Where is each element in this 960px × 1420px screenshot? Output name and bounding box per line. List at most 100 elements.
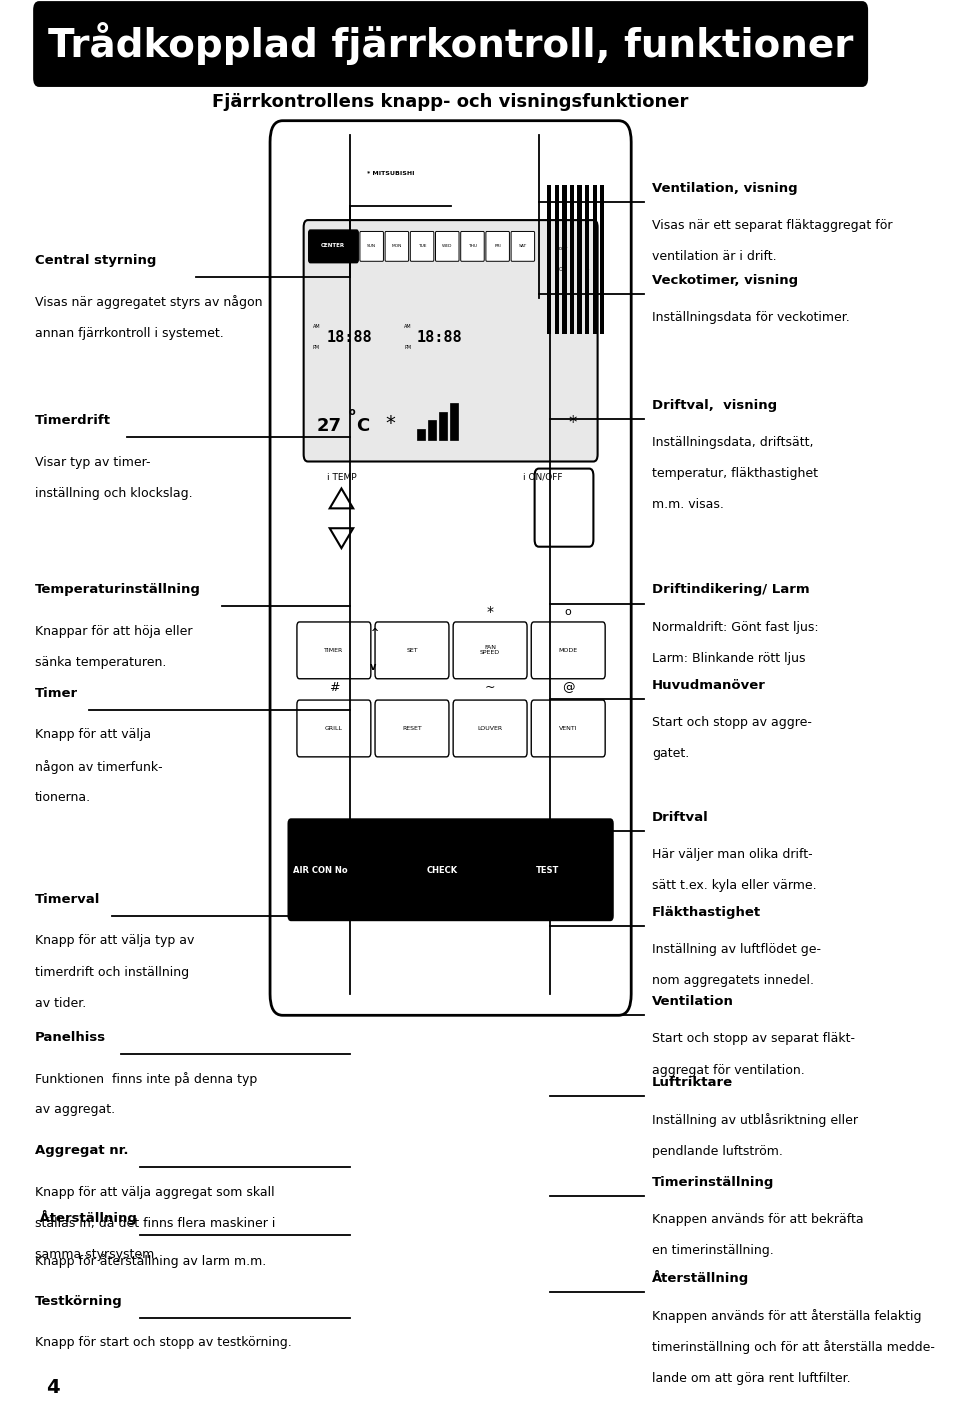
Text: Funktionen  finns inte på denna typ: Funktionen finns inte på denna typ xyxy=(35,1072,257,1086)
Text: samma styrsystem.: samma styrsystem. xyxy=(35,1248,158,1261)
FancyBboxPatch shape xyxy=(453,622,527,679)
Text: aggregat för ventilation.: aggregat för ventilation. xyxy=(652,1064,804,1076)
Text: Timer: Timer xyxy=(35,687,78,700)
Text: gatet.: gatet. xyxy=(652,747,689,760)
Text: Testkörning: Testkörning xyxy=(35,1295,123,1308)
Text: v: v xyxy=(370,662,376,673)
Text: #: # xyxy=(328,680,339,694)
FancyBboxPatch shape xyxy=(511,231,535,261)
Text: LOUVER: LOUVER xyxy=(477,726,503,731)
Text: timerdrift och inställning: timerdrift och inställning xyxy=(35,966,189,978)
Polygon shape xyxy=(329,488,353,508)
Text: ventilation är i drift.: ventilation är i drift. xyxy=(652,250,777,263)
Text: CENTER: CENTER xyxy=(321,243,345,248)
Bar xyxy=(428,420,437,440)
Text: ställas in, då det finns flera maskiner i: ställas in, då det finns flera maskiner … xyxy=(35,1217,276,1230)
FancyBboxPatch shape xyxy=(375,700,449,757)
Text: Temperaturinställning: Temperaturinställning xyxy=(35,584,201,596)
Text: i ON/OFF: i ON/OFF xyxy=(523,473,563,481)
Text: Panelhiss: Panelhiss xyxy=(35,1031,106,1044)
Text: o: o xyxy=(564,606,571,618)
Text: Inställning av luftflödet ge-: Inställning av luftflödet ge- xyxy=(652,943,821,956)
Text: TUE: TUE xyxy=(418,244,426,247)
FancyBboxPatch shape xyxy=(297,622,371,679)
Text: Central styrning: Central styrning xyxy=(35,254,156,267)
Text: RESET: RESET xyxy=(402,726,421,731)
Text: Timerval: Timerval xyxy=(35,893,100,906)
Text: Knappar för att höja eller: Knappar för att höja eller xyxy=(35,625,192,638)
Text: Knappen används för att bekräfta: Knappen används för att bekräfta xyxy=(652,1213,864,1225)
Text: Knapp för start och stopp av testkörning.: Knapp för start och stopp av testkörning… xyxy=(35,1336,292,1349)
Bar xyxy=(570,185,574,334)
Text: sänka temperaturen.: sänka temperaturen. xyxy=(35,656,166,669)
Text: AM: AM xyxy=(313,324,321,329)
Text: Timerinställning: Timerinställning xyxy=(652,1176,775,1189)
Text: nom aggregatets innedel.: nom aggregatets innedel. xyxy=(652,974,814,987)
Text: temperatur, fläkthastighet: temperatur, fläkthastighet xyxy=(652,467,818,480)
Bar xyxy=(585,185,589,334)
FancyBboxPatch shape xyxy=(453,700,527,757)
Text: Huvudmanöver: Huvudmanöver xyxy=(652,679,766,692)
Text: Start och stopp av separat fläkt-: Start och stopp av separat fläkt- xyxy=(652,1032,855,1045)
Text: SUN: SUN xyxy=(367,244,376,247)
Text: PM: PM xyxy=(404,345,412,351)
Bar xyxy=(555,185,559,334)
FancyBboxPatch shape xyxy=(461,231,484,261)
Text: Driftval,  visning: Driftval, visning xyxy=(652,399,778,412)
Text: inställning och klockslag.: inställning och klockslag. xyxy=(35,487,193,500)
Bar xyxy=(547,185,551,334)
FancyBboxPatch shape xyxy=(531,622,605,679)
Text: 18:88: 18:88 xyxy=(326,331,372,345)
Text: Återställning: Återställning xyxy=(35,1210,136,1225)
Text: 27: 27 xyxy=(316,417,341,435)
Bar xyxy=(578,185,582,334)
FancyBboxPatch shape xyxy=(535,469,593,547)
Text: *: * xyxy=(568,415,577,432)
Text: Visas när aggregatet styrs av någon: Visas när aggregatet styrs av någon xyxy=(35,295,262,310)
Text: MON: MON xyxy=(392,244,402,247)
Text: Här väljer man olika drift-: Här väljer man olika drift- xyxy=(652,848,813,861)
Text: av aggregat.: av aggregat. xyxy=(35,1103,115,1116)
Text: Knapp för att välja typ av: Knapp för att välja typ av xyxy=(35,934,194,947)
Text: Fläkthastighet: Fläkthastighet xyxy=(652,906,761,919)
Text: Knapp för att välja: Knapp för att välja xyxy=(35,728,151,741)
Polygon shape xyxy=(329,528,353,548)
Text: i TEMP: i TEMP xyxy=(326,473,356,481)
Text: en timerinställning.: en timerinställning. xyxy=(652,1244,774,1257)
Text: Fjärrkontrollens knapp- och visningsfunktioner: Fjärrkontrollens knapp- och visningsfunk… xyxy=(212,94,689,111)
Bar xyxy=(439,412,447,440)
Text: @: @ xyxy=(562,680,574,694)
Text: FAN
SPEED: FAN SPEED xyxy=(480,645,500,656)
Text: FRI: FRI xyxy=(494,244,501,247)
Text: ~: ~ xyxy=(485,680,495,694)
Text: sätt t.ex. kyla eller värme.: sätt t.ex. kyla eller värme. xyxy=(652,879,817,892)
Text: Veckotimer, visning: Veckotimer, visning xyxy=(652,274,799,287)
Text: hour: hour xyxy=(557,246,568,251)
FancyBboxPatch shape xyxy=(375,622,449,679)
Text: timerinställning och för att återställa medde-: timerinställning och för att återställa … xyxy=(652,1340,935,1355)
Text: Ventilation, visning: Ventilation, visning xyxy=(652,182,798,195)
Text: ^: ^ xyxy=(370,628,378,639)
Text: Knappen används för att återställa felaktig: Knappen används för att återställa felak… xyxy=(652,1309,922,1323)
FancyBboxPatch shape xyxy=(531,700,605,757)
Text: SET: SET xyxy=(406,648,418,653)
FancyBboxPatch shape xyxy=(309,230,358,263)
Text: SAT: SAT xyxy=(518,244,527,247)
FancyBboxPatch shape xyxy=(289,819,612,920)
Text: THU: THU xyxy=(468,244,477,247)
FancyBboxPatch shape xyxy=(486,231,510,261)
Bar xyxy=(592,185,597,334)
Text: MODE: MODE xyxy=(559,648,578,653)
Text: OFF: OFF xyxy=(559,267,568,273)
Text: Timerdrift: Timerdrift xyxy=(35,415,111,427)
Text: Aggregat nr.: Aggregat nr. xyxy=(35,1145,129,1157)
Text: Trådkopplad fjärrkontroll, funktioner: Trådkopplad fjärrkontroll, funktioner xyxy=(48,23,853,65)
FancyBboxPatch shape xyxy=(35,3,866,85)
Text: WED: WED xyxy=(442,244,452,247)
Bar xyxy=(450,403,458,440)
Text: Visar typ av timer-: Visar typ av timer- xyxy=(35,456,151,469)
Text: annan fjärrkontroll i systemet.: annan fjärrkontroll i systemet. xyxy=(35,327,224,339)
Text: VENTI: VENTI xyxy=(559,726,578,731)
Text: 4: 4 xyxy=(46,1379,60,1397)
Text: Normaldrift: Gönt fast ljus:: Normaldrift: Gönt fast ljus: xyxy=(652,621,819,633)
